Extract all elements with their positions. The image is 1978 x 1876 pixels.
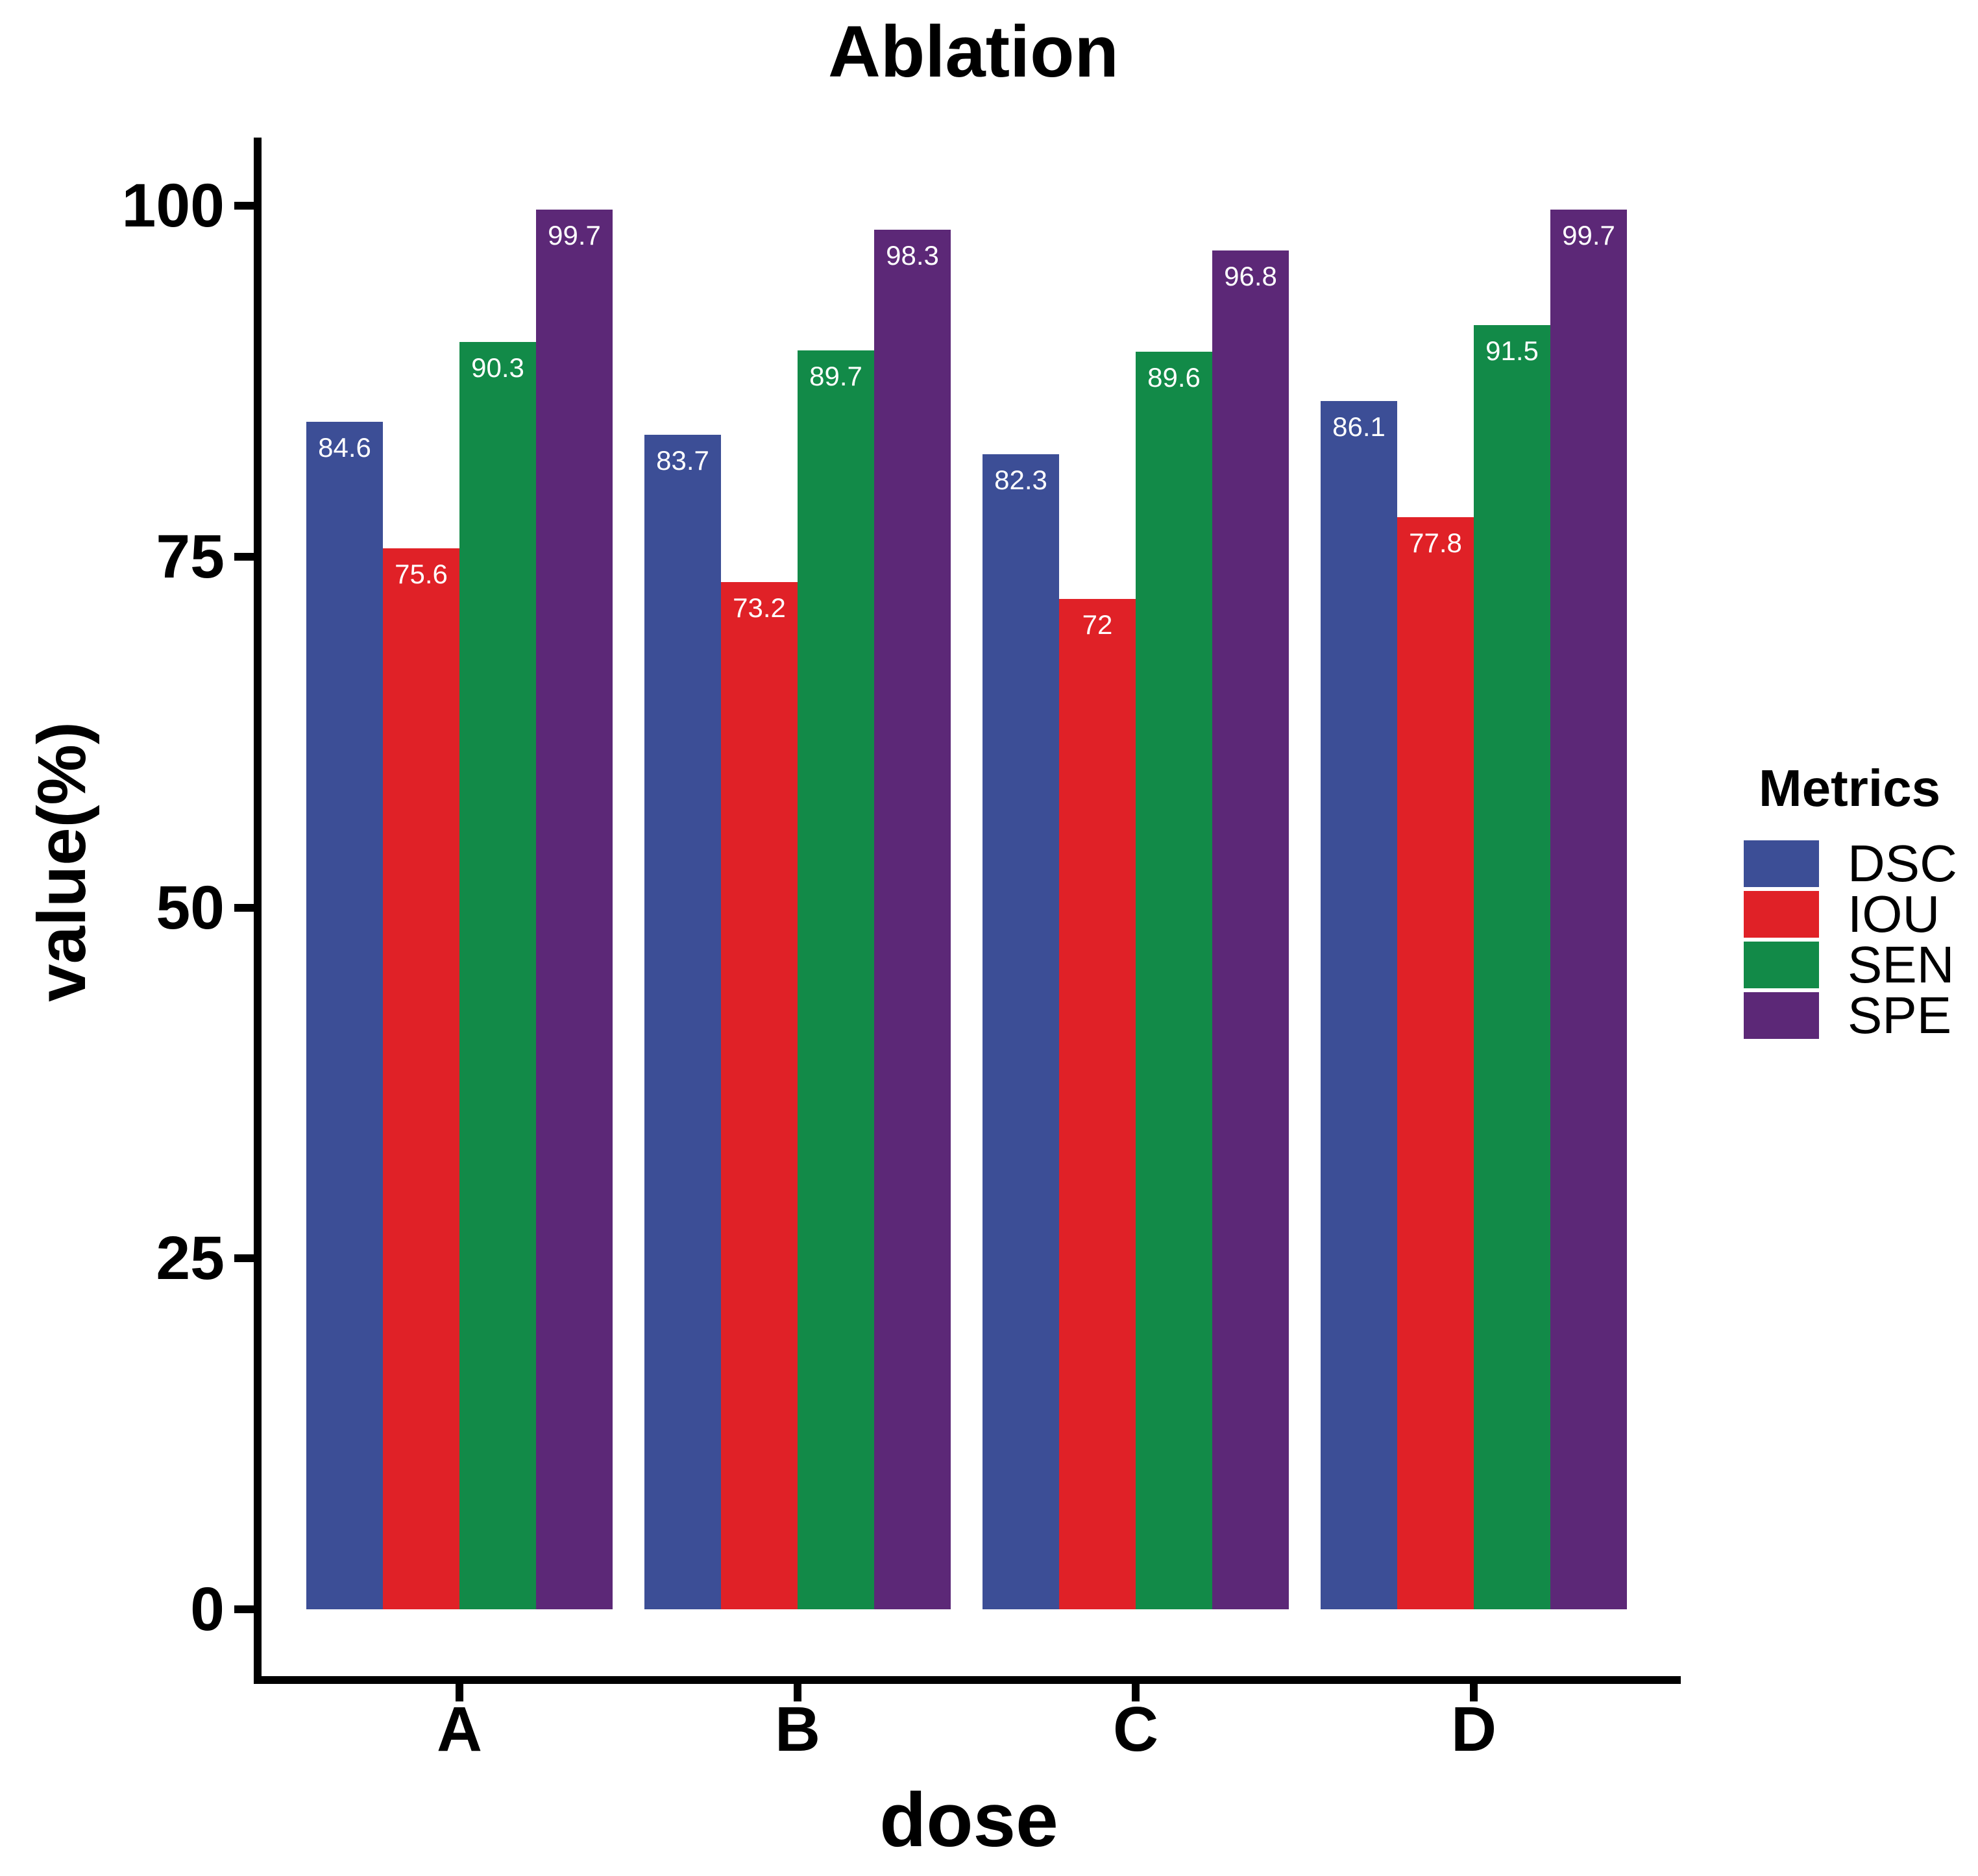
x-category-label: A [436, 1694, 483, 1764]
bar-value-label: 96.8 [1224, 261, 1277, 292]
legend-item: SPE [1744, 986, 1957, 1044]
bar: 86.1 [1321, 400, 1397, 1609]
bar-value-label: 90.3 [471, 352, 524, 383]
y-tick [234, 1605, 254, 1613]
bar-value-label: 75.6 [395, 558, 448, 589]
bar: 99.7 [536, 210, 613, 1609]
legend-item-label: SPE [1848, 986, 1952, 1044]
y-tick [234, 1254, 254, 1263]
bar-value-label: 99.7 [1562, 220, 1615, 251]
y-tick [234, 552, 254, 561]
bar: 84.6 [306, 422, 383, 1609]
legend-item: DSC [1744, 834, 1957, 892]
bar: 75.6 [383, 548, 459, 1609]
y-axis-title: value(%) [24, 722, 100, 1002]
bar: 98.3 [874, 229, 951, 1609]
bar-value-label: 82.3 [994, 464, 1047, 495]
bar-value-label: 83.7 [656, 445, 709, 476]
x-tick [794, 1684, 801, 1701]
y-tick-label: 50 [156, 873, 225, 942]
chart-title: Ablation [828, 11, 1119, 92]
bar: 83.7 [644, 434, 721, 1609]
x-axis-title: dose [879, 1777, 1058, 1863]
bar-value-label: 72 [1082, 609, 1113, 640]
bar-value-label: 99.7 [548, 220, 601, 251]
legend-item: SEN [1744, 936, 1957, 993]
bar-value-label: 73.2 [733, 592, 786, 623]
bar-value-label: 89.7 [809, 360, 862, 391]
y-tick-label: 75 [156, 522, 225, 591]
y-axis-line [254, 138, 262, 1684]
legend-item-label: DSC [1848, 834, 1957, 892]
legend-swatch [1744, 891, 1819, 938]
x-tick [1470, 1684, 1478, 1701]
bar: 91.5 [1474, 324, 1550, 1609]
bar: 73.2 [721, 581, 798, 1609]
bar: 82.3 [983, 454, 1059, 1609]
x-category-label: D [1450, 1694, 1497, 1764]
bar: 89.7 [798, 350, 874, 1609]
legend-swatch [1744, 942, 1819, 988]
legend-item: IOU [1744, 885, 1957, 943]
bar-value-label: 89.6 [1147, 361, 1201, 393]
bar-value-label: 84.6 [318, 432, 371, 463]
legend-swatch [1744, 992, 1819, 1039]
x-tick [456, 1684, 463, 1701]
bar-value-label: 77.8 [1409, 528, 1462, 559]
bar: 72 [1059, 598, 1136, 1609]
x-axis-line [254, 1676, 1681, 1684]
legend-items: DSC IOU SEN SPE [1744, 834, 1957, 1044]
bar: 90.3 [459, 341, 536, 1609]
legend-swatch [1744, 840, 1819, 887]
y-tick [234, 903, 254, 912]
x-category-label: B [774, 1694, 821, 1764]
x-category-label: C [1112, 1694, 1159, 1764]
legend-title: Metrics [1758, 759, 1941, 817]
bar: 99.7 [1550, 210, 1627, 1609]
x-tick [1132, 1684, 1140, 1701]
y-tick-label: 25 [156, 1224, 225, 1293]
legend-item-label: SEN [1848, 936, 1955, 993]
bar: 89.6 [1136, 351, 1212, 1609]
bar: 96.8 [1212, 250, 1289, 1609]
bar: 77.8 [1397, 517, 1474, 1609]
legend-item-label: IOU [1848, 885, 1940, 943]
bar-value-label: 86.1 [1332, 411, 1386, 442]
y-tick-label: 100 [121, 171, 225, 240]
bar-value-label: 98.3 [886, 239, 939, 271]
y-tick-label: 0 [190, 1575, 225, 1644]
bar-value-label: 91.5 [1485, 335, 1539, 366]
y-tick [234, 202, 254, 210]
